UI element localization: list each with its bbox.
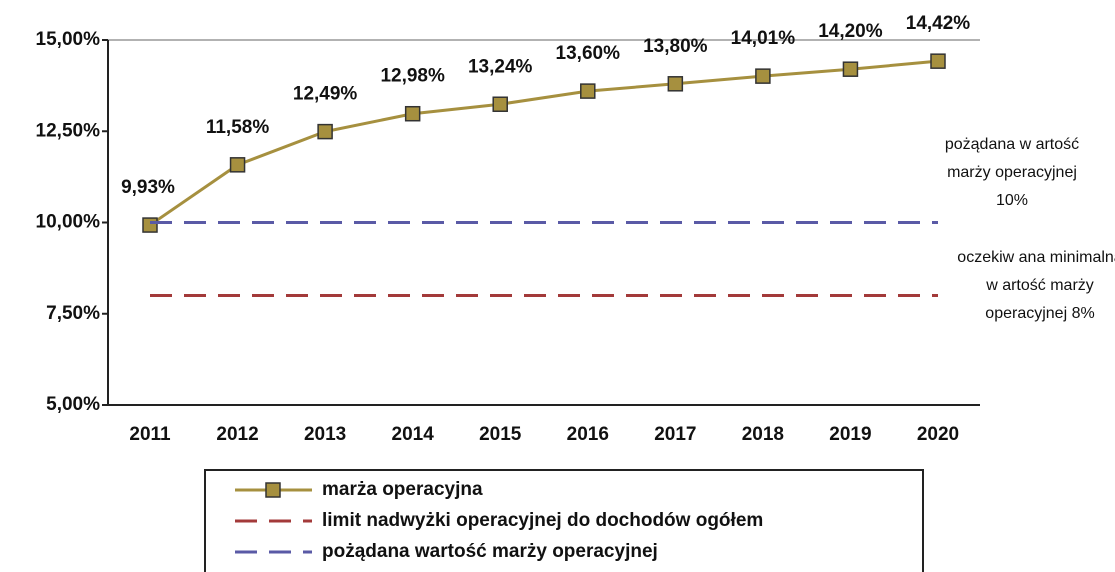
point-marker: [755, 68, 771, 84]
point-marker: [317, 123, 333, 140]
legend-marker: [265, 482, 281, 498]
annotation: w artość marży: [985, 277, 1094, 294]
x-tick-label: 2011: [129, 424, 171, 445]
legend-label: pożądana wartość marży operacyjnej: [322, 541, 658, 562]
x-tick-label: 2017: [654, 424, 696, 445]
series-line: [149, 59, 939, 227]
x-tick-label: 2019: [829, 424, 871, 445]
data-label: 13,24%: [468, 56, 533, 77]
point-marker: [842, 61, 859, 77]
x-tick-label: 2018: [742, 424, 784, 445]
y-tick-label: 5,00%: [46, 394, 100, 415]
annotation: 10%: [996, 192, 1028, 209]
annotation: oczekiw ana minimalna: [957, 249, 1115, 266]
x-tick-label: 2020: [917, 424, 959, 445]
point-marker: [492, 96, 508, 112]
data-label: 9,93%: [121, 177, 175, 198]
point-marker: [404, 105, 421, 122]
point-marker: [142, 217, 158, 233]
x-tick-label: 2013: [304, 424, 346, 445]
data-label: 11,58%: [206, 117, 269, 138]
legend-label: limit nadwyżki operacyjnej do dochodów o…: [322, 510, 763, 531]
x-tick-label: 2015: [479, 424, 522, 445]
point-marker: [930, 53, 946, 69]
data-label: 12,49%: [293, 84, 358, 105]
data-label: 14,42%: [906, 13, 971, 34]
data-label: 13,80%: [643, 36, 708, 57]
x-tick-label: 2016: [567, 424, 609, 445]
annotation: operacyjnej 8%: [985, 305, 1094, 322]
data-label: 13,60%: [556, 43, 621, 64]
legend-label: marża operacyjna: [322, 479, 483, 500]
x-tick-label: 2012: [216, 424, 258, 445]
annotation: pożądana w artość: [945, 136, 1079, 153]
annotation: marży operacyjnej: [947, 164, 1077, 181]
y-tick-label: 7,50%: [46, 303, 100, 324]
y-tick-label: 12,50%: [36, 120, 101, 141]
point-marker: [229, 157, 246, 173]
point-marker: [667, 76, 684, 92]
y-tick-label: 10,00%: [36, 212, 101, 233]
point-marker: [580, 83, 596, 99]
data-label: 14,01%: [731, 28, 796, 49]
x-tick-label: 2014: [392, 424, 435, 445]
y-tick-label: 15,00%: [36, 29, 101, 50]
legend-box: [204, 469, 924, 572]
data-label: 12,98%: [380, 66, 445, 87]
data-label: 14,20%: [818, 21, 883, 42]
